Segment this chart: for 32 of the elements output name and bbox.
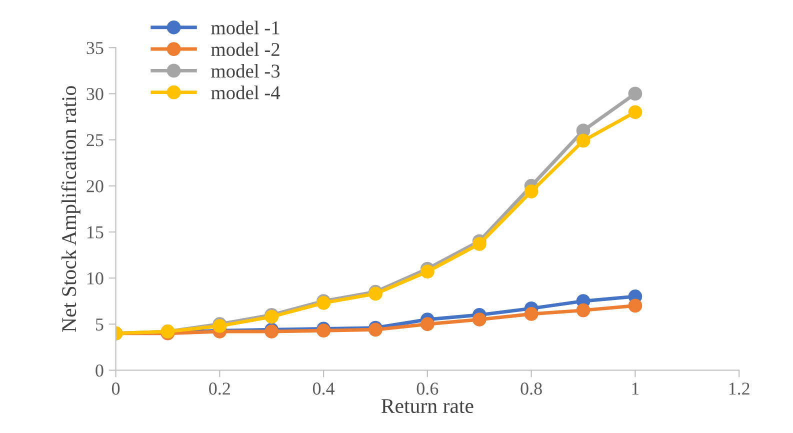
- point: [576, 134, 590, 148]
- x-tick-label: 0.8: [520, 382, 542, 395]
- point: [472, 312, 486, 326]
- y-tick-label: 25: [86, 134, 104, 146]
- point: [628, 298, 642, 313]
- legend-label: model -1: [211, 20, 280, 34]
- x-tick-label: 0: [112, 382, 120, 395]
- x-tick-label: 1: [632, 382, 639, 395]
- legend-label: model -4: [211, 86, 280, 100]
- y-tick-label: 15: [88, 226, 104, 238]
- point: [628, 105, 642, 120]
- x-axis-title: Return rate: [381, 399, 474, 414]
- y-tick-label: 5: [96, 318, 104, 331]
- x-tick-label: 0.4: [312, 382, 335, 395]
- point: [628, 86, 642, 101]
- x-tick-label: 0.6: [416, 382, 438, 395]
- point: [420, 317, 434, 332]
- x-tick-label: 0.2: [209, 382, 230, 395]
- x-tick-label: 1.2: [729, 382, 750, 395]
- point: [576, 303, 590, 318]
- point: [420, 264, 434, 279]
- y-tick-label: 20: [86, 180, 104, 192]
- y-tick-label: 0: [96, 364, 104, 377]
- point: [524, 184, 538, 198]
- y-tick-label: 35: [86, 42, 104, 54]
- y-axis-title: Net Stock Amplification ratio: [61, 86, 80, 332]
- point: [524, 307, 538, 321]
- legend-label: model -2: [211, 42, 280, 56]
- y-tick-label: 10: [88, 272, 104, 284]
- point: [472, 237, 486, 251]
- y-tick-label: 30: [86, 88, 104, 100]
- legend-label: model -3: [211, 64, 280, 78]
